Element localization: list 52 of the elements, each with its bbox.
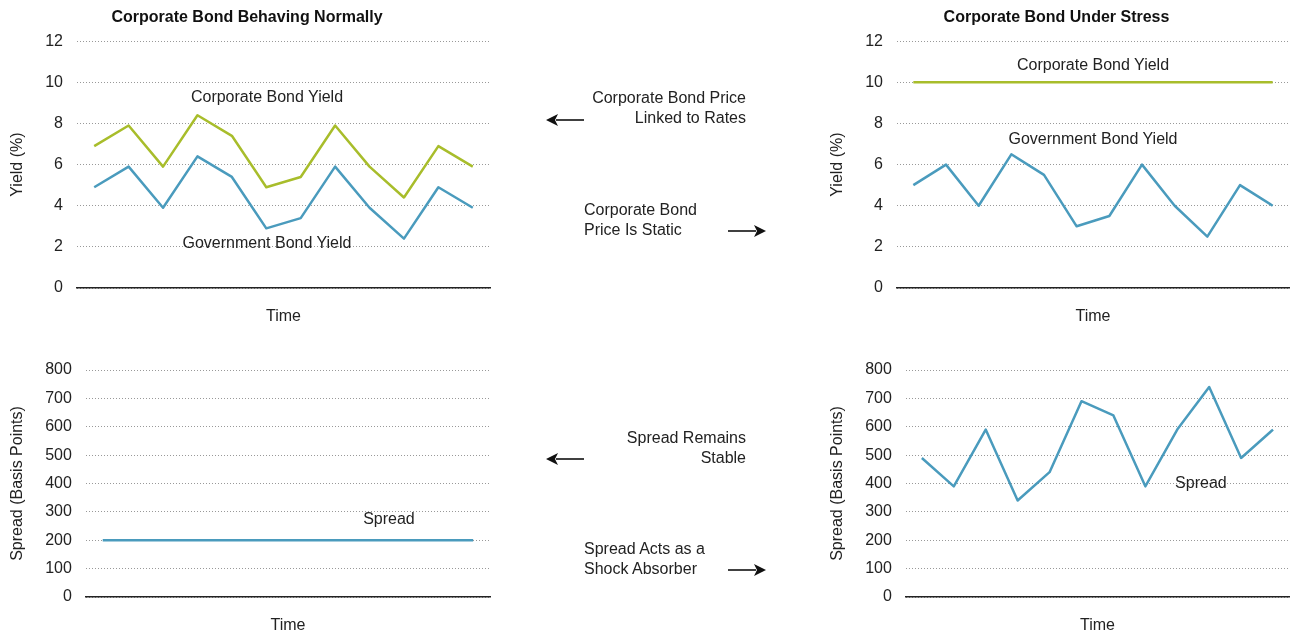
y-tick-label: 700 — [865, 388, 892, 406]
y-tick-label: 0 — [62, 587, 72, 605]
y-tick-label: 300 — [45, 502, 72, 520]
y-tick-label: 12 — [45, 31, 64, 49]
x-axis-title: Time — [270, 615, 306, 633]
y-tick-label: 10 — [45, 72, 64, 90]
x-axis-title: Time — [266, 306, 302, 324]
y-tick-label: 0 — [874, 278, 884, 296]
y-tick-label: 700 — [45, 388, 72, 406]
series-label: Government Bond Yield — [1008, 130, 1178, 148]
y-axis-title: Spread (Basis Points) — [828, 406, 846, 561]
x-axis-title: Time — [1079, 615, 1116, 633]
y-tick-label: 8 — [54, 113, 64, 131]
y-tick-label: 100 — [865, 559, 892, 577]
chart-title: Corporate Bond Under Stress — [943, 8, 1170, 26]
y-tick-label: 6 — [54, 155, 64, 173]
series-label: Corporate Bond Yield — [1016, 56, 1170, 74]
y-tick-label: 2 — [874, 237, 884, 255]
y-tick-label: 300 — [865, 502, 892, 520]
text: Corporate Bond Price Linked to Rates — [591, 88, 746, 128]
y-tick-label: 600 — [45, 417, 72, 435]
y-tick-label: 12 — [865, 31, 884, 49]
y-tick-label: 2 — [54, 237, 64, 255]
series-label: Spread — [363, 510, 415, 528]
y-tick-label: 500 — [45, 445, 72, 463]
y-tick-label: 400 — [45, 473, 72, 491]
chart-title: Corporate Bond Behaving Normally — [111, 8, 383, 26]
y-tick-label: 4 — [54, 196, 64, 214]
y-tick-label: 500 — [865, 445, 892, 463]
text: Spread Acts as a Shock Absorber — [584, 539, 706, 579]
y-tick-label: 8 — [874, 113, 884, 131]
y-tick-label: 0 — [882, 587, 892, 605]
series-label: Corporate Bond Yield — [190, 88, 344, 106]
y-axis-title: Yield (%) — [8, 132, 26, 197]
y-tick-label: 800 — [45, 360, 72, 378]
y-tick-label: 100 — [45, 559, 72, 577]
y-tick-label: 400 — [865, 473, 892, 491]
text: Corporate Bond Price Is Static — [584, 200, 698, 240]
y-axis-title: Yield (%) — [828, 132, 846, 197]
y-tick-label: 800 — [865, 360, 892, 378]
y-tick-label: 10 — [865, 72, 884, 90]
y-tick-label: 4 — [874, 196, 884, 214]
series-label: Spread — [1175, 473, 1227, 491]
text: Spread Remains Stable — [625, 428, 746, 468]
y-axis-title: Spread (Basis Points) — [8, 406, 26, 561]
x-axis-title: Time — [1075, 306, 1111, 324]
series-label: Government Bond Yield — [182, 233, 352, 251]
y-tick-label: 200 — [865, 530, 892, 548]
y-tick-label: 200 — [45, 530, 72, 548]
y-tick-label: 600 — [865, 417, 892, 435]
y-tick-label: 0 — [54, 278, 64, 296]
y-tick-label: 6 — [874, 155, 884, 173]
